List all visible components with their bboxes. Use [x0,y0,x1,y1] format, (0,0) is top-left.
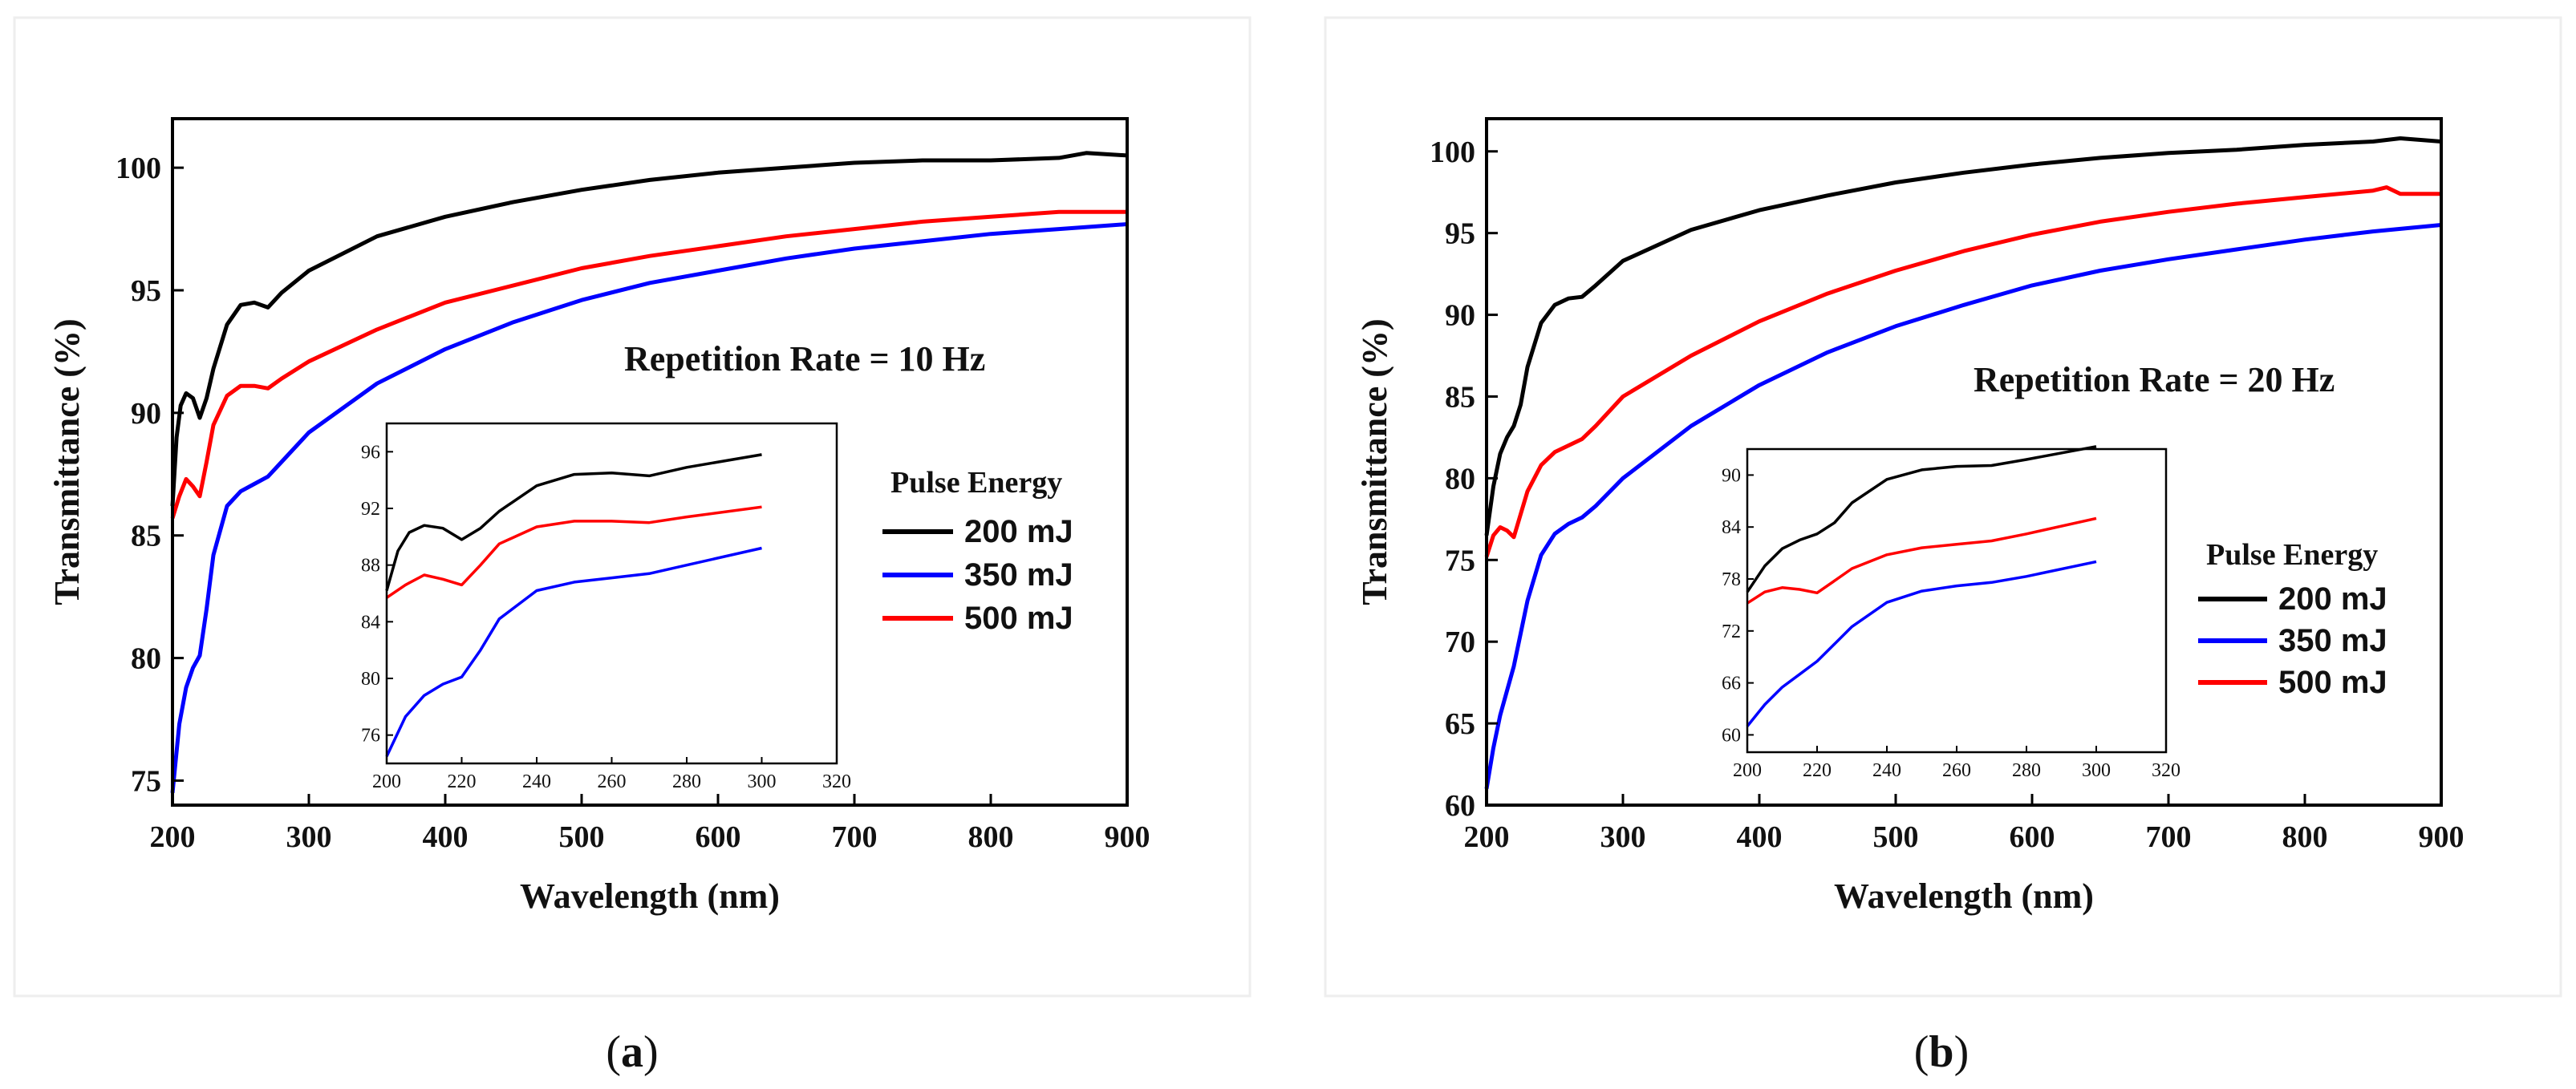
y-tick-label: 75 [1445,544,1475,577]
x-tick-label: 600 [2010,820,2055,854]
inset-y-tick-label: 76 [361,726,380,747]
inset-x-tick-label: 240 [522,771,551,792]
y-tick-label: 70 [1445,625,1475,659]
inset-y-tick-label: 90 [1722,465,1741,486]
y-tick-label: 65 [1445,707,1475,741]
y-tick-label: 80 [131,642,161,676]
y-tick-label: 60 [1445,789,1475,823]
inset-chart: 200 220 240 260 280 300 320 60 66 72 78 84 90 [1722,445,2180,781]
inset-x-tick-label: 240 [1872,760,1901,781]
panel-a: 200 300 400 500 600 700 800 900 75 80 85 90 95 100 Wav… [47,117,1150,916]
inset-x-tick-label: 220 [448,771,477,792]
y-tick-label: 80 [1445,462,1475,496]
x-tick-label: 400 [1737,820,1783,854]
caption-b: (b) [1914,1027,1969,1077]
y-tick-label: 75 [131,764,161,798]
series-line-200mj [1484,136,2442,536]
y-tick-label: 90 [131,397,161,431]
inset-y-tick-label: 66 [1722,674,1741,694]
x-tick-label: 700 [832,820,878,854]
x-tick-label: 500 [559,820,605,854]
series-line-350mj [1484,223,2442,790]
inset-x-tick-label: 280 [672,771,701,792]
x-axis-title: Wavelength (nm) [520,876,780,916]
legend-label: 200 mJ [964,514,1073,549]
legend-title: Pulse Energy [890,466,1062,500]
y-axis-title: Transmittance (%) [47,318,87,605]
inset-y-tick-label: 60 [1722,725,1741,746]
y-tick-label: 100 [1430,136,1475,169]
repetition-rate-annotation: Repetition Rate = 20 Hz [1974,360,2335,399]
repetition-rate-annotation: Repetition Rate = 10 Hz [624,339,985,379]
y-tick-label: 95 [131,274,161,308]
inset-y-tick-label: 80 [361,669,380,690]
legend-label: 500 mJ [964,601,1073,636]
legend-label: 350 mJ [2278,623,2387,658]
series-line-200mj [170,151,1128,507]
x-axis-title: Wavelength (nm) [1834,876,2094,916]
inset-y-tick-label: 84 [1722,517,1741,538]
y-tick-label: 90 [1445,299,1475,333]
x-tick-label: 300 [286,820,332,854]
x-tick-label: 700 [2146,820,2192,854]
x-tick-label: 300 [1600,820,1646,854]
x-tick-label: 600 [696,820,741,854]
x-tick-label: 900 [1105,820,1150,854]
legend-title: Pulse Energy [2206,538,2378,572]
series-line-500mj [170,209,1127,520]
inset-series-line-200mj [1746,445,2097,593]
panel-b-frame [1324,16,2562,998]
inset-background [1747,449,2166,752]
inset-series-line-200mj [385,453,762,591]
x-tick-label: 400 [423,820,469,854]
x-tick-label: 900 [2419,820,2464,854]
inset-x-tick-label: 320 [822,771,851,792]
inset-series-line-500mj [386,505,762,599]
inset-series-line-500mj [1746,516,2097,605]
inset-series-line-350mj [1746,560,2097,727]
legend-label: 200 mJ [2278,581,2387,617]
inset-x-tick-label: 260 [1942,760,1971,781]
inset-x-tick-label: 300 [2082,760,2111,781]
x-tick-label: 800 [968,820,1014,854]
inset-series-line-350mj [385,546,762,757]
legend-label: 350 mJ [964,557,1073,593]
inset-x-tick-label: 220 [1803,760,1832,781]
panel-b: 200 300 400 500 600 700 800 900 60 65 70 75 80 85 90 95… [1355,117,2464,916]
inset-y-tick-label: 84 [361,612,380,633]
x-tick-label: 200 [150,820,196,854]
inset-y-tick-label: 88 [361,556,380,577]
x-tick-label: 800 [2282,820,2328,854]
inset-x-tick-label: 200 [372,771,401,792]
inset-y-tick-label: 92 [361,499,380,520]
y-tick-label: 85 [131,520,161,553]
legend: Pulse Energy 200 mJ 350 mJ 500 mJ [882,466,1073,636]
x-tick-label: 200 [1464,820,1510,854]
inset-y-tick-label: 78 [1722,569,1741,590]
inset-x-tick-label: 200 [1733,760,1762,781]
inset-x-tick-label: 320 [2152,760,2180,781]
inset-x-tick-label: 300 [748,771,777,792]
y-tick-label: 85 [1445,380,1475,414]
inset-background [387,423,837,763]
x-tick-label: 500 [1873,820,1919,854]
y-tick-label: 100 [116,152,161,185]
legend-label: 500 mJ [2278,665,2387,700]
series-line-500mj [1484,185,2441,557]
plot-frame [171,117,1129,807]
inset-x-tick-label: 280 [2012,760,2041,781]
legend: Pulse Energy 200 mJ 350 mJ 500 mJ [2198,538,2387,700]
inset-chart: 200 220 240 260 280 300 320 76 80 84 88 92 96 [361,422,851,792]
inset-y-tick-label: 72 [1722,621,1741,642]
y-axis-title: Transmittance (%) [1355,318,1394,605]
inset-x-tick-label: 260 [598,771,627,792]
caption-a: (a) [606,1027,658,1077]
series-line-350mj [170,222,1128,793]
y-tick-label: 95 [1445,217,1475,251]
panel-a-frame [13,16,1251,998]
plot-frame [1485,117,2443,807]
inset-y-tick-label: 96 [361,442,380,463]
